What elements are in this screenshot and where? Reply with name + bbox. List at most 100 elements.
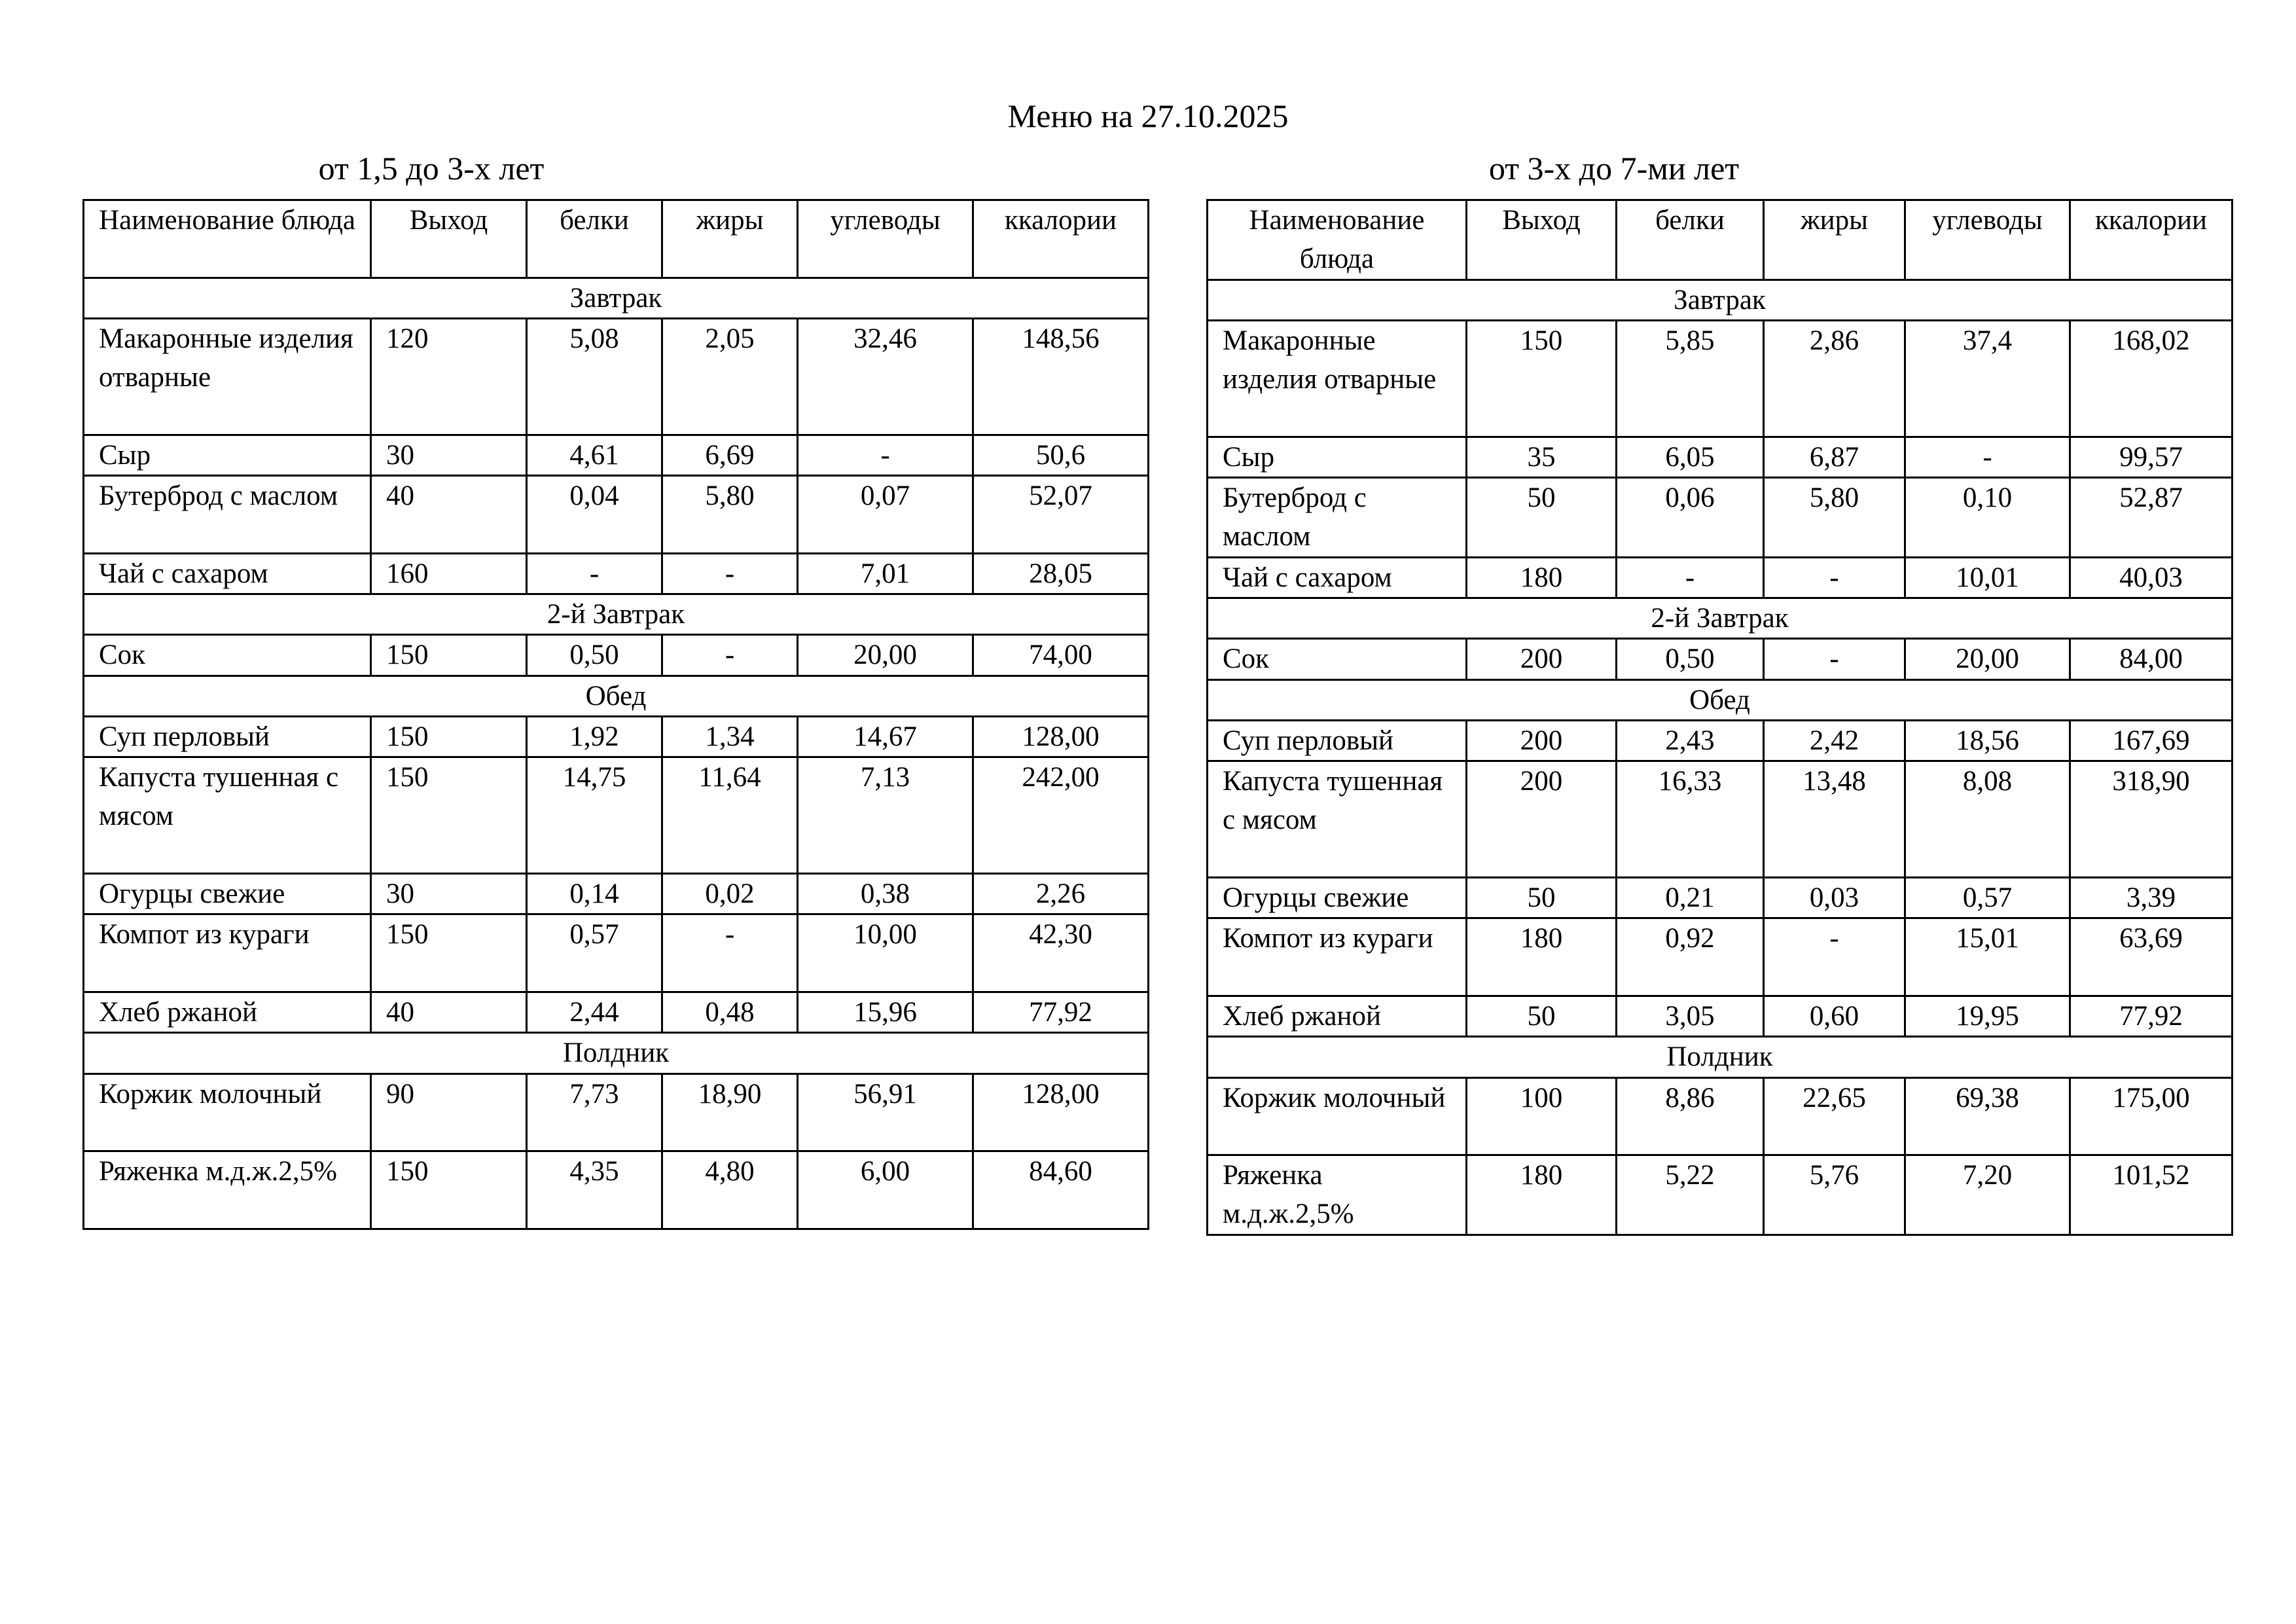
protein-cell: 0,04 [526, 475, 663, 554]
yield-cell: 35 [1465, 435, 1617, 479]
carbs-cell: - [797, 433, 974, 477]
dish-name-cell: Суп перловый [1206, 719, 1467, 763]
protein-cell: 5,08 [526, 317, 663, 436]
meal-section-row: Обед [82, 674, 1149, 717]
carbs-cell: - [1904, 435, 2071, 479]
protein-cell: 2,43 [1615, 719, 1765, 763]
yield-cell: 200 [1465, 760, 1617, 879]
table-row: Бутерброд с маслом 40 0,04 5,80 0,07 52,07 [82, 475, 1149, 554]
yield-cell: 50 [1465, 994, 1617, 1038]
yield-cell: 150 [370, 756, 528, 875]
carbs-cell: 0,57 [1904, 876, 2071, 920]
meal-section-label: Завтрак [82, 276, 1149, 319]
yield-cell: 200 [1465, 719, 1617, 763]
dish-name-cell: Капуста тушенная с мясом [1206, 760, 1467, 879]
table-row: Суп перловый 200 2,43 2,42 18,56 167,69 [1206, 719, 2233, 763]
table-row: Чай с сахаром 160- -7,01 28,05 [82, 552, 1149, 595]
column-header-carbs: углеводы [797, 199, 974, 279]
yield-cell: 200 [1465, 638, 1617, 681]
fat-cell: 13,48 [1763, 760, 1906, 879]
kcal-cell: 63,69 [2069, 917, 2233, 997]
column-header-carbs: углеводы [1904, 199, 2071, 281]
table-row: Бутерброд с маслом 50 0,06 5,80 0,10 52,87 [1206, 477, 2233, 558]
yield-cell: 160 [370, 552, 528, 595]
carbs-cell: 0,38 [797, 873, 974, 916]
age-group-title-3-7: от 3-х до 7-ми лет [1488, 150, 1740, 187]
yield-cell: 150 [370, 634, 528, 677]
dish-name-cell: Компот из кураги [1206, 917, 1467, 997]
meal-section-label: Полдник [82, 1032, 1149, 1075]
kcal-cell: 3,39 [2069, 876, 2233, 920]
dish-name-cell: Коржик молочный [1206, 1076, 1467, 1157]
kcal-cell: 148,56 [972, 317, 1149, 436]
carbs-cell: 7,01 [797, 552, 974, 595]
carbs-cell: 0,07 [797, 475, 974, 554]
table-row: Огурцы свежие 50 0,21 0,03 0,57 3,39 [1206, 876, 2233, 920]
yield-cell: 180 [1465, 1154, 1617, 1236]
dish-name-cell: Коржик молочный [82, 1072, 372, 1153]
meal-section-label: Завтрак [1206, 278, 2233, 321]
fat-cell: 5,76 [1763, 1154, 1906, 1236]
table-row: Огурцы свежие 30 0,14 0,02 0,38 2,26 [82, 873, 1149, 916]
dish-name-cell: Сок [1206, 638, 1467, 681]
dish-name-cell: Сыр [1206, 435, 1467, 479]
kcal-cell: 128,00 [972, 715, 1149, 759]
carbs-cell: 7,20 [1904, 1154, 2071, 1236]
carbs-cell: 37,4 [1904, 319, 2071, 438]
dish-name-cell: Макаронные изделия отварные [1206, 319, 1467, 438]
fat-cell: - [1763, 917, 1906, 997]
dish-name-cell: Макаронные изделия отварные [82, 317, 372, 436]
table-row: Хлеб ржаной 40 2,44 0,48 15,96 77,92 [82, 990, 1149, 1034]
carbs-cell: 20,00 [1904, 638, 2071, 681]
column-header-fat: жиры [1763, 199, 1906, 281]
carbs-cell: 20,00 [797, 634, 974, 677]
fat-cell: - [661, 634, 798, 677]
protein-cell: 5,85 [1615, 319, 1765, 438]
yield-cell: 150 [370, 1150, 528, 1230]
meal-section-label: 2-й Завтрак [82, 592, 1149, 636]
carbs-cell: 15,01 [1904, 917, 2071, 997]
table-row: Сок 200 0,50-20,00 84,00 [1206, 638, 2233, 681]
kcal-cell: 318,90 [2069, 760, 2233, 879]
column-header-fat: жиры [661, 199, 798, 279]
dish-name-cell: Ряженка м.д.ж.2,5% [1206, 1154, 1467, 1236]
yield-cell: 30 [370, 433, 528, 477]
fat-cell: 1,34 [661, 715, 798, 759]
kcal-cell: 42,30 [972, 913, 1149, 993]
table-row: Капуста тушенная с мясом 200 16,33 13,48 8,0… [1206, 760, 2233, 879]
fat-cell: 18,90 [661, 1072, 798, 1153]
yield-cell: 40 [370, 475, 528, 554]
table-row: Компот из кураги 180 0,92-15,01 63,69 [1206, 917, 2233, 997]
column-header-kcal: ккалории [972, 199, 1149, 279]
kcal-cell: 242,00 [972, 756, 1149, 875]
table-row: Чай с сахаром 180- -10,01 40,03 [1206, 556, 2233, 599]
carbs-cell: 15,96 [797, 990, 974, 1034]
kcal-cell: 84,60 [972, 1150, 1149, 1230]
yield-cell: 100 [1465, 1076, 1617, 1157]
fat-cell: 22,65 [1763, 1076, 1906, 1157]
header-row: Наименование блюда Выход белки жиры углеводы… [82, 199, 1149, 279]
yield-cell: 150 [370, 715, 528, 759]
protein-cell: 6,05 [1615, 435, 1765, 479]
age-group-title-1-5-3: от 1,5 до 3-х лет [318, 150, 545, 187]
column-header-kcal: ккалории [2069, 199, 2233, 281]
table-row: Суп перловый 150 1,92 1,34 14,67 128,00 [82, 715, 1149, 759]
carbs-cell: 56,91 [797, 1072, 974, 1153]
protein-cell: 0,50 [1615, 638, 1765, 681]
fat-cell: 6,87 [1763, 435, 1906, 479]
carbs-cell: 6,00 [797, 1150, 974, 1230]
kcal-cell: 50,6 [972, 433, 1149, 477]
carbs-cell: 14,67 [797, 715, 974, 759]
kcal-cell: 175,00 [2069, 1076, 2233, 1157]
meal-section-row: Завтрак [1206, 278, 2233, 321]
menu-table-3-7: Наименование блюда Выход белки жиры углеводы… [1206, 199, 2233, 1236]
fat-cell: 0,60 [1763, 994, 1906, 1038]
kcal-cell: 101,52 [2069, 1154, 2233, 1236]
column-header-dish-name: Наименование блюда [82, 199, 372, 279]
protein-cell: 16,33 [1615, 760, 1765, 879]
table-row: Хлеб ржаной 50 3,05 0,60 19,95 77,92 [1206, 994, 2233, 1038]
table-row: Сок 150 0,50-20,00 74,00 [82, 634, 1149, 677]
fat-cell: 0,02 [661, 873, 798, 916]
dish-name-cell: Бутерброд с маслом [82, 475, 372, 554]
fat-cell: - [661, 913, 798, 993]
